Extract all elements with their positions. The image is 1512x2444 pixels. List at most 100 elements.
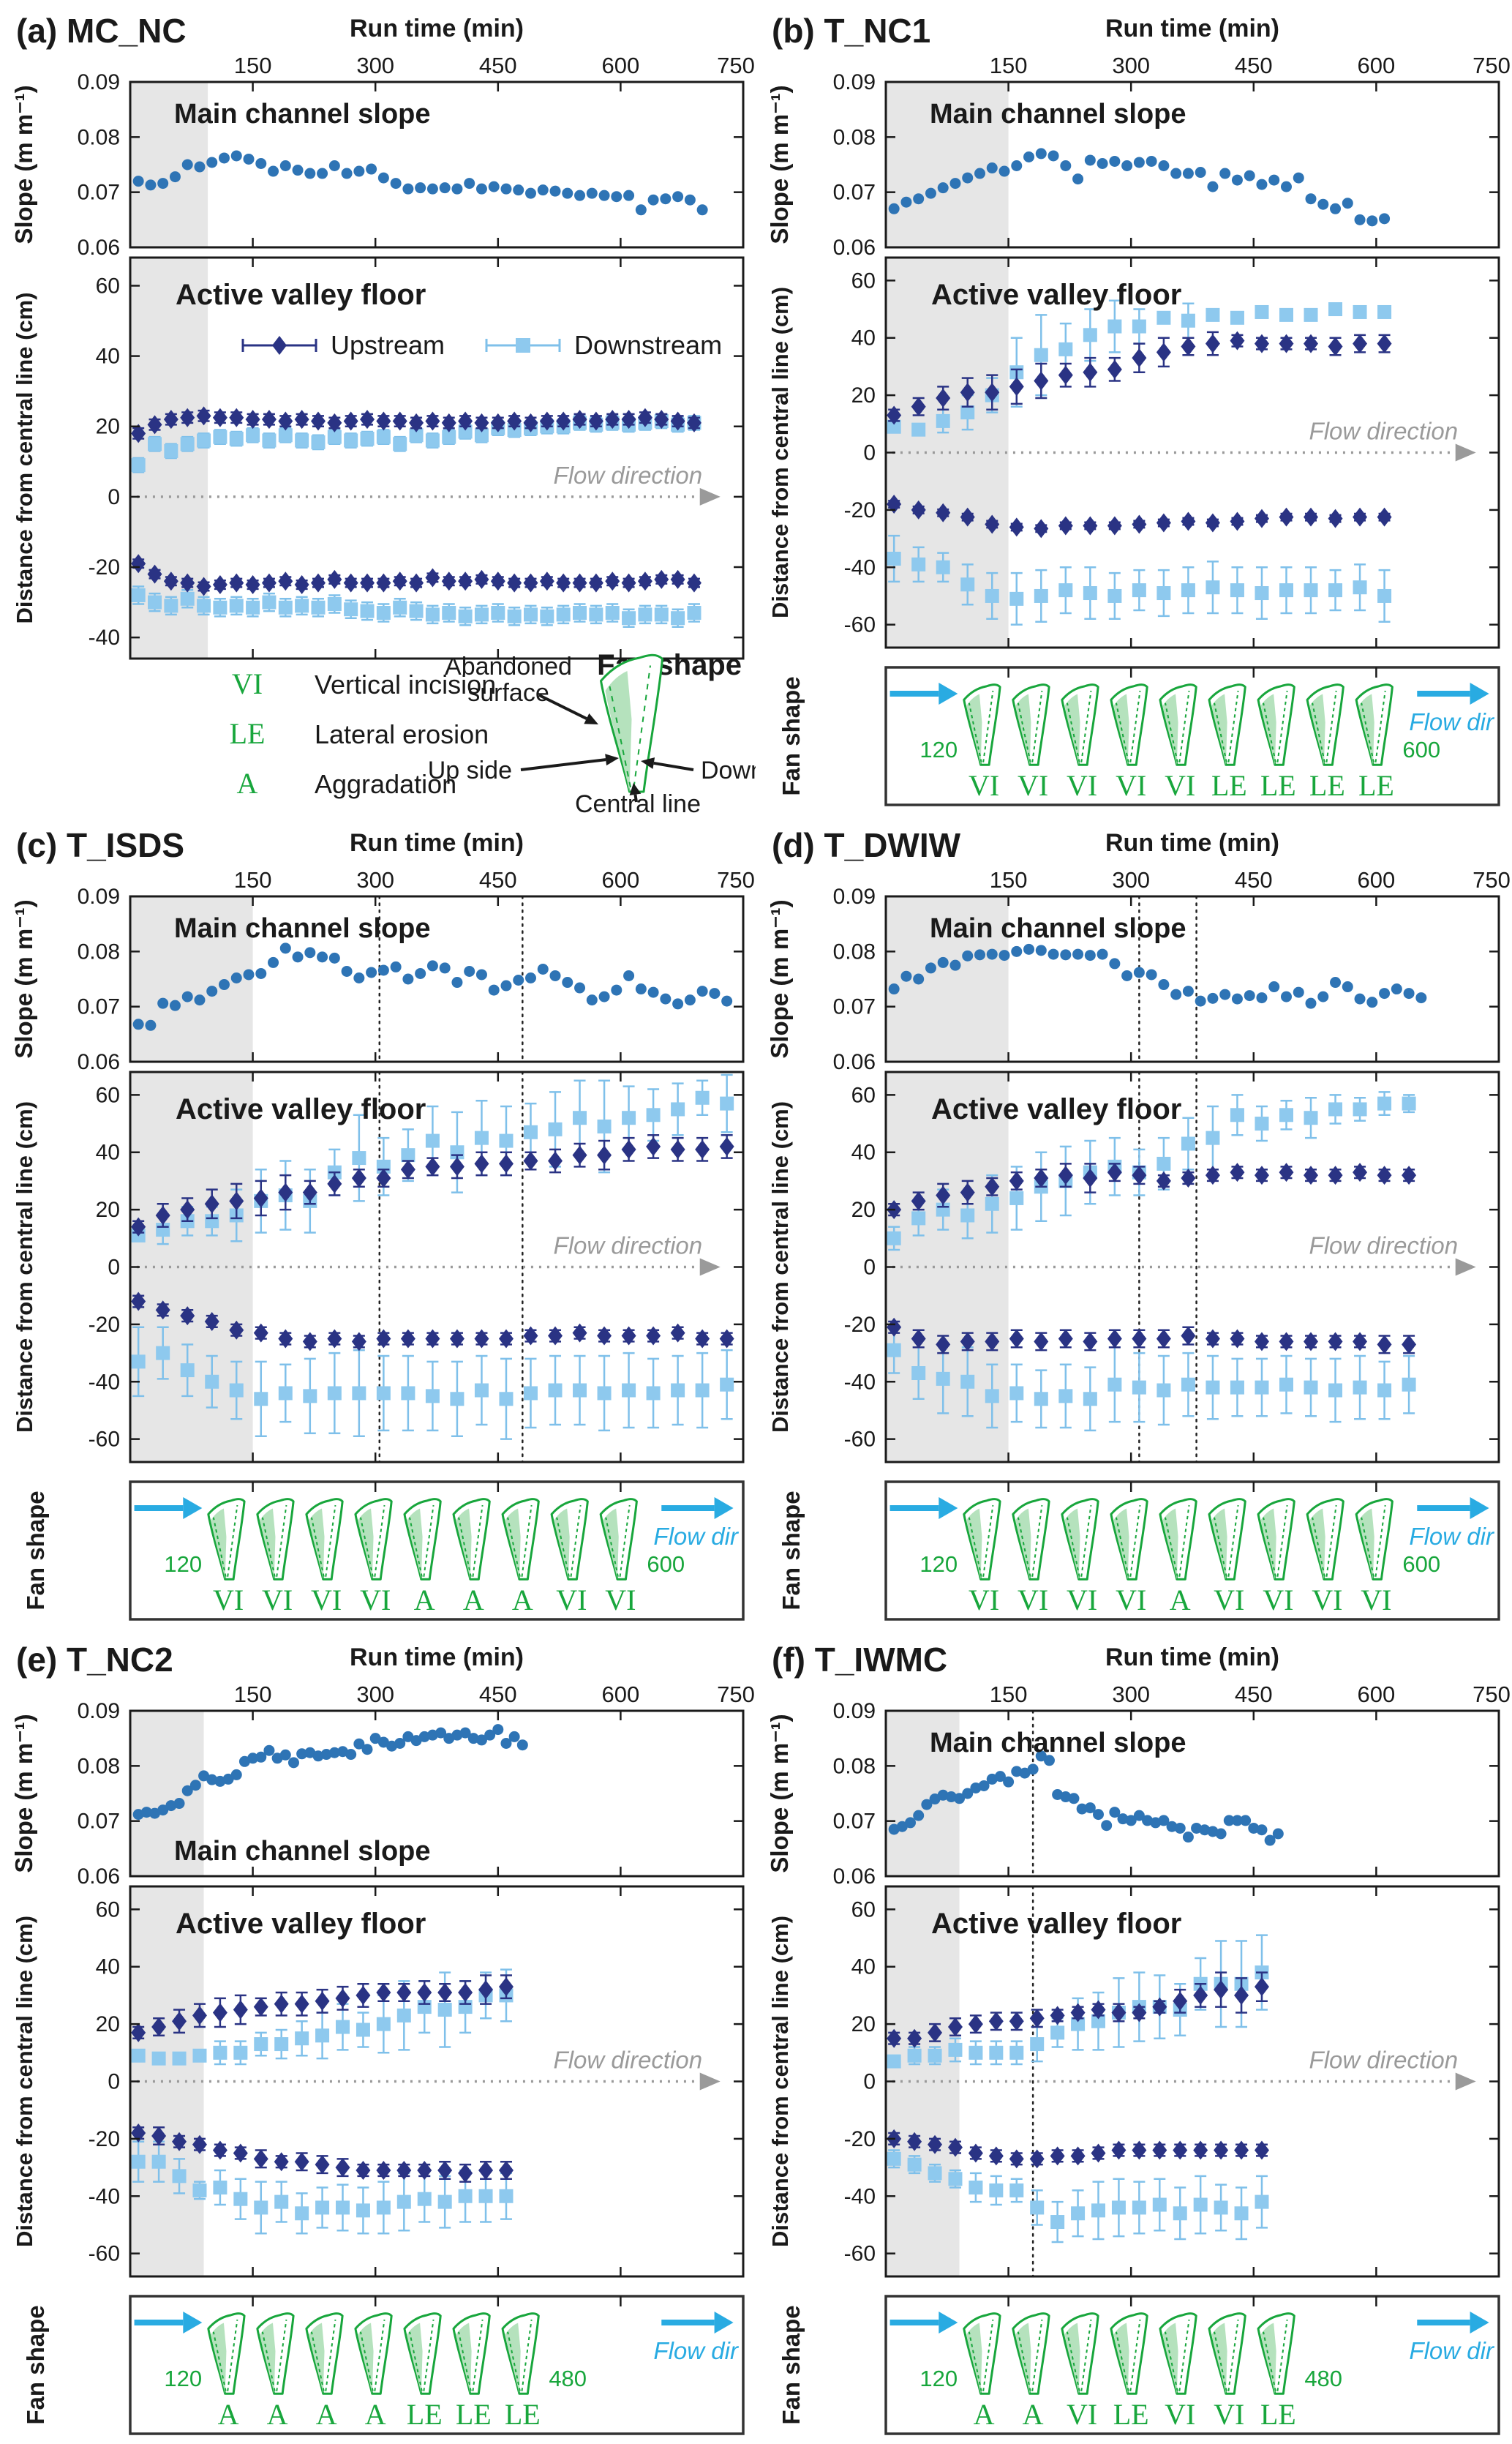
fan-shape-icon	[1355, 1498, 1393, 1581]
valley-y-axis-title: Distance from central line (cm)	[767, 287, 793, 618]
upstream-marker	[1058, 1166, 1073, 1185]
y-tick-label: -20	[844, 498, 876, 522]
fan-outline	[963, 1498, 1001, 1581]
slope-point	[366, 163, 377, 175]
downstream-marker	[622, 1111, 636, 1125]
fan-process-label: A	[512, 1583, 533, 1616]
slope-point	[317, 168, 328, 179]
fan-process-label: LE	[1260, 769, 1296, 802]
upstream-marker	[1156, 1329, 1171, 1349]
valley-plot-label: Active valley floor	[176, 1093, 426, 1125]
fan-process-label: VI	[968, 1583, 999, 1616]
slope-point	[1215, 1828, 1227, 1840]
downstream-marker	[274, 2037, 289, 2052]
upstream-marker	[196, 577, 211, 596]
upstream-marker	[1230, 511, 1245, 531]
valley-plot-label: Active valley floor	[176, 1908, 426, 1940]
slope-point	[1166, 1821, 1178, 1832]
downstream-marker	[1009, 591, 1024, 606]
upstream-marker	[1083, 1169, 1098, 1188]
fan-process-label: LE	[1113, 2398, 1149, 2431]
fan-dashed-line	[1129, 690, 1141, 762]
abbreviation-legend: VI Vertical incision LE Lateral erosion A Agg…	[230, 667, 497, 800]
downstream-marker	[887, 2151, 901, 2166]
upstream-marker	[968, 2014, 983, 2034]
downstream-marker	[523, 607, 538, 622]
upstream-marker	[1083, 516, 1098, 536]
fan-shape-icon	[452, 1498, 491, 1581]
fan-shape-icon	[305, 2312, 344, 2395]
fan-process-label: VI	[360, 1583, 391, 1616]
x-tick-label: 300	[1112, 867, 1150, 893]
fan-y-axis-title: Fan shape	[22, 2305, 49, 2424]
slope-point	[611, 191, 623, 203]
slope-point	[206, 986, 218, 997]
upstream-marker	[1009, 377, 1024, 397]
upstream-marker	[523, 1326, 538, 1346]
upstream-marker	[556, 573, 571, 593]
slope-point	[974, 168, 985, 179]
downstream-marker	[960, 577, 975, 592]
upstream-marker	[437, 1983, 453, 2003]
downstream-marker	[278, 428, 293, 443]
upstream-marker	[376, 1983, 391, 2003]
slope-point	[500, 1737, 512, 1749]
downstream-marker	[1156, 310, 1171, 325]
fan-strip: Flow dir VI VI VI VI A VI VI VI VI 120 600	[884, 1480, 1500, 1621]
arrow-head	[1470, 683, 1489, 705]
slope-point	[145, 179, 157, 191]
flow-direction-label: Flow direction	[554, 1232, 703, 1259]
upstream-marker	[1156, 513, 1171, 533]
fan-outline	[1208, 2312, 1246, 2395]
upstream-down-series	[131, 2123, 514, 2183]
upstream-marker	[1156, 342, 1171, 362]
downstream-down-series	[887, 1326, 1416, 1432]
fan-dashed-line	[423, 2319, 435, 2391]
downstream-marker	[1034, 1392, 1048, 1406]
slope-point	[1146, 155, 1157, 167]
slope-series	[888, 943, 1427, 1009]
slope-point	[945, 1791, 957, 1803]
fan-dashed-line	[982, 690, 994, 762]
fan-process-label: VI	[1361, 1583, 1391, 1616]
slope-point	[304, 168, 316, 179]
upstream-marker	[233, 2143, 248, 2163]
initial-phase-band	[886, 258, 1009, 648]
fan-process-label: VI	[311, 1583, 342, 1616]
downstream-marker	[180, 437, 195, 451]
fan-dashed-line	[1178, 2319, 1190, 2391]
slope-point	[418, 1731, 430, 1742]
upstream-marker	[278, 411, 293, 431]
upstream-marker	[960, 383, 975, 402]
upstream-marker	[233, 2000, 248, 2020]
slope-plot: Main channel slope	[884, 895, 1500, 1063]
fan-dashed-line	[374, 2319, 385, 2391]
upstream-marker	[1173, 2140, 1188, 2160]
slope-point	[949, 959, 961, 971]
downstream-marker	[1152, 2197, 1167, 2212]
upstream-marker	[936, 1335, 951, 1354]
slope-point	[513, 975, 524, 986]
slope-point	[1207, 181, 1219, 192]
arrow-head	[714, 2312, 734, 2334]
downstream-marker	[1304, 1111, 1318, 1125]
fan-dashed-line	[1276, 2319, 1288, 2391]
flow-dir-arrow-right	[661, 1497, 734, 1519]
downstream-marker	[1279, 1377, 1293, 1392]
up-side-arrow	[520, 754, 619, 771]
fan-dashed-line	[374, 1504, 385, 1577]
fan-start-time: 120	[919, 2366, 958, 2391]
downstream-marker	[1107, 1377, 1122, 1392]
x-tick-label: 450	[479, 1682, 517, 1707]
y-tick-label: -60	[89, 1428, 120, 1452]
downstream-marker	[720, 1096, 734, 1111]
upstream-marker	[1254, 1332, 1269, 1352]
upstream-marker	[1279, 334, 1294, 353]
upstream-marker	[621, 410, 636, 430]
slope-point	[962, 172, 974, 184]
downstream-marker	[1091, 2203, 1106, 2218]
upstream-marker	[172, 2012, 187, 2031]
upstream-marker	[474, 569, 489, 589]
fan-shape-icon	[1012, 2312, 1050, 2395]
slope-point	[451, 183, 463, 195]
